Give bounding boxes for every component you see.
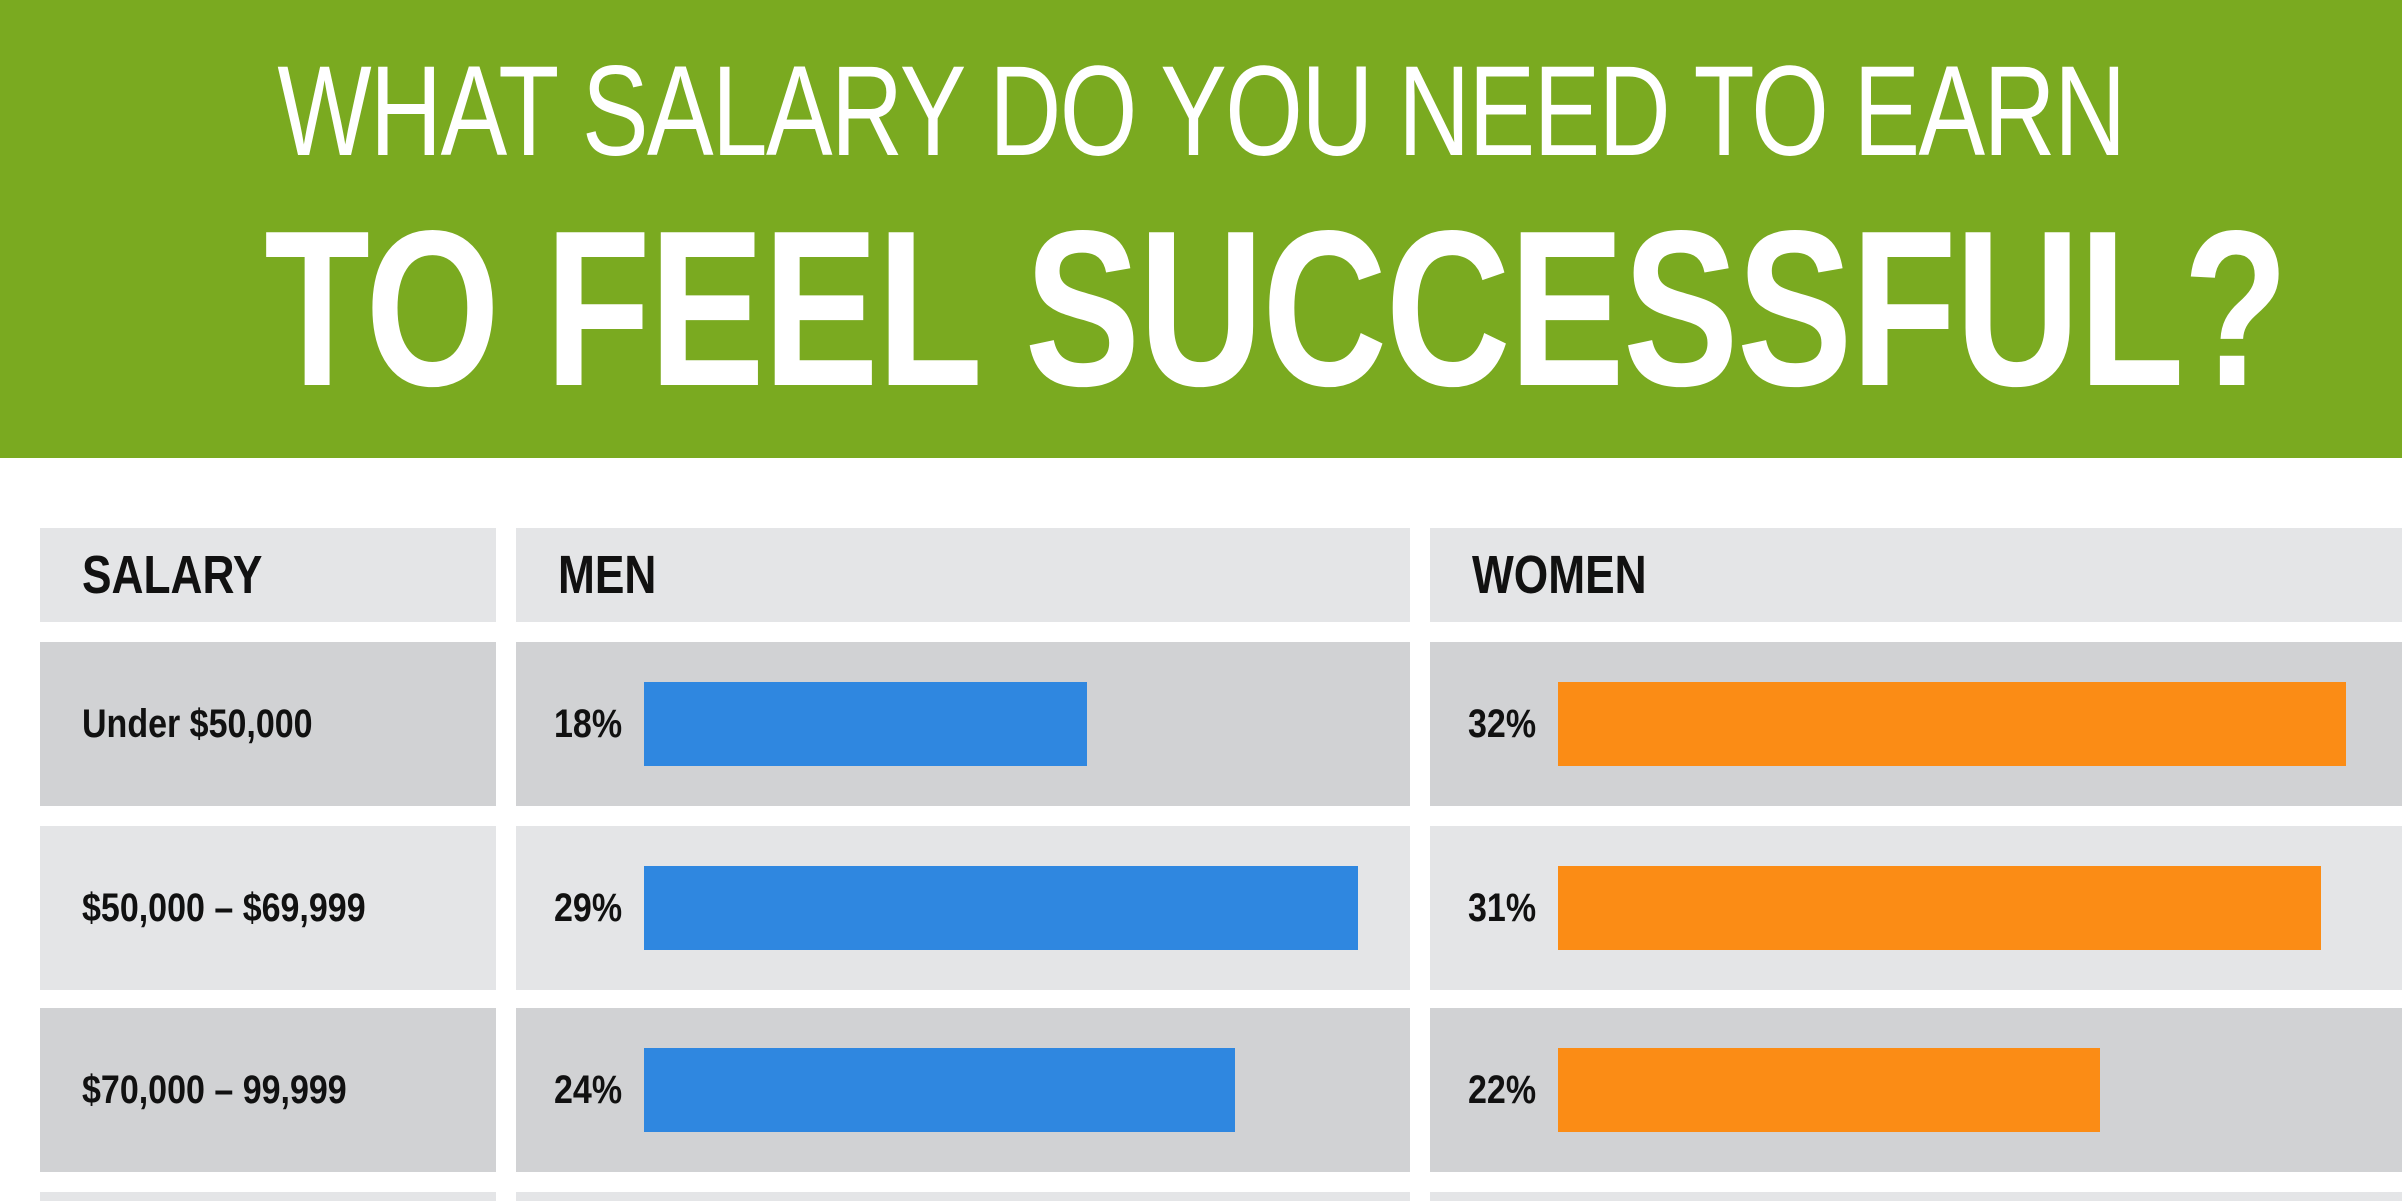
men-percent-label: 24% bbox=[554, 1067, 623, 1112]
women-bar bbox=[1558, 866, 2321, 950]
table-row-3-men: 24% bbox=[516, 1008, 1410, 1172]
title-banner: WHAT SALARY DO YOU NEED TO EARN TO FEEL … bbox=[0, 0, 2402, 458]
women-percent-label: 22% bbox=[1468, 1067, 1537, 1112]
table-row-1-women: 32% bbox=[1430, 642, 2402, 806]
title-line-1: WHAT SALARY DO YOU NEED TO EARN bbox=[277, 40, 2126, 183]
salary-column-header: SALARY bbox=[40, 528, 496, 622]
men-bar bbox=[644, 866, 1358, 950]
salary-label: Under $50,000 bbox=[82, 701, 313, 746]
salary-label: $50,000 – $69,999 bbox=[82, 885, 366, 930]
men-header-label: MEN bbox=[558, 545, 657, 605]
women-bar bbox=[1558, 682, 2346, 766]
salary-header-label: SALARY bbox=[82, 545, 263, 605]
women-header-label: WOMEN bbox=[1472, 545, 1647, 605]
table-row-3-salary: $70,000 – 99,999 bbox=[40, 1008, 496, 1172]
women-bar bbox=[1558, 1048, 2100, 1132]
table-row-1-salary: Under $50,000 bbox=[40, 642, 496, 806]
men-bar bbox=[644, 682, 1087, 766]
table-row-4-women bbox=[1430, 1192, 2402, 1201]
table-row-4-salary bbox=[40, 1192, 496, 1201]
men-column-header: MEN bbox=[516, 528, 1410, 622]
table-row-2-salary: $50,000 – $69,999 bbox=[40, 826, 496, 990]
table-row-1-men: 18% bbox=[516, 642, 1410, 806]
women-column-header: WOMEN bbox=[1430, 528, 2402, 622]
title-line-2: TO FEEL SUCCESSFUL? bbox=[264, 185, 2288, 433]
women-percent-label: 31% bbox=[1468, 885, 1537, 930]
table-row-3-women: 22% bbox=[1430, 1008, 2402, 1172]
table-row-4-men bbox=[516, 1192, 1410, 1201]
men-percent-label: 29% bbox=[554, 885, 623, 930]
men-bar bbox=[644, 1048, 1235, 1132]
table-row-2-men: 29% bbox=[516, 826, 1410, 990]
women-percent-label: 32% bbox=[1468, 701, 1537, 746]
salary-label: $70,000 – 99,999 bbox=[82, 1067, 347, 1112]
table-row-2-women: 31% bbox=[1430, 826, 2402, 990]
men-percent-label: 18% bbox=[554, 701, 623, 746]
